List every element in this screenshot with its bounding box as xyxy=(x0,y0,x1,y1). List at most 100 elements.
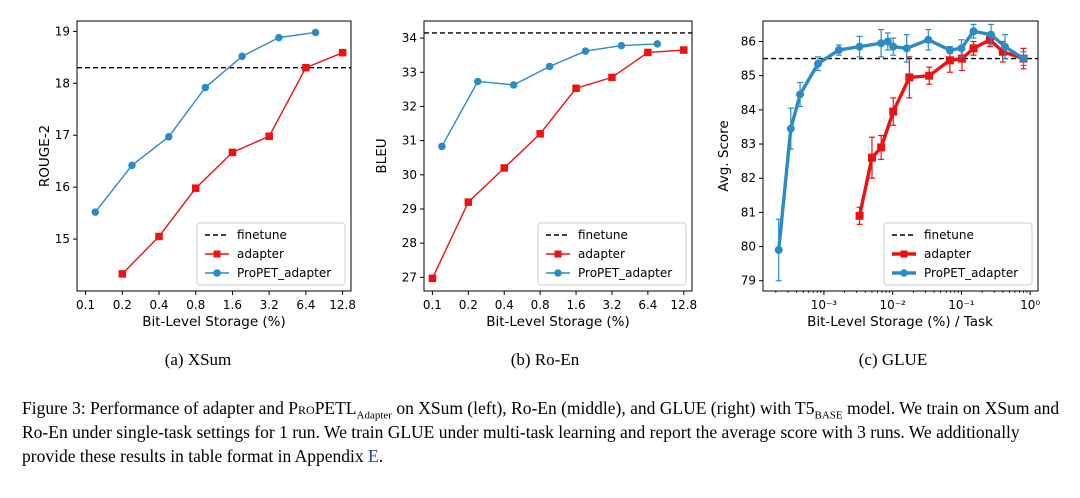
legend-box xyxy=(883,222,1033,286)
y-tick-label: 19 xyxy=(55,24,70,38)
y-tick-label: 29 xyxy=(402,202,417,216)
chart-marks: 79 80 81 82 83 84 85 86 10⁻³ 10⁻² 10⁻¹ 10⁰ finetune a… xyxy=(741,23,1040,312)
propet-point xyxy=(617,41,626,50)
propet-point xyxy=(969,27,978,36)
y-tick-label: 28 xyxy=(402,236,417,250)
propet-point xyxy=(877,39,886,48)
adapter-point xyxy=(867,153,876,162)
adapter-point xyxy=(889,107,898,116)
caption-end: . xyxy=(378,446,384,466)
propet-point xyxy=(786,124,795,133)
legend-label-finetune: finetune xyxy=(924,228,974,242)
x-tick-label: 0.4 xyxy=(495,298,514,312)
adapter-point xyxy=(428,274,437,283)
legend-label-finetune: finetune xyxy=(578,228,628,242)
legend-marker-propet xyxy=(213,269,221,277)
x-axis-label: Bit-Level Storage (%) xyxy=(486,314,630,330)
x-tick-label: 3.2 xyxy=(602,298,621,312)
plot-frame xyxy=(423,20,693,292)
propet-point xyxy=(509,81,518,89)
adapter-point xyxy=(228,148,237,157)
x-axis-label: Bit-Level Storage (%) / Task xyxy=(807,314,993,330)
propet-point xyxy=(883,37,892,46)
propet-series-line xyxy=(441,43,658,147)
adapter-point xyxy=(302,63,310,72)
y-tick-label: 17 xyxy=(55,128,70,142)
adapter-point xyxy=(118,270,127,278)
propet-point xyxy=(311,28,320,37)
chart-marks: 27 28 29 30 31 32 33 34 0.1 0.2 0.4 0.8 1.6 3.2 6.4 12.… xyxy=(402,31,697,312)
adapter-point xyxy=(338,48,347,57)
legend-marker-propet xyxy=(554,269,562,277)
adapter-point xyxy=(998,47,1007,56)
legend-label-adapter: adapter xyxy=(924,247,971,261)
caption-method-sub: Adapter xyxy=(356,409,392,422)
x-tick-label: 12.8 xyxy=(329,298,356,312)
propet-point xyxy=(774,245,783,254)
y-tick-label: 18 xyxy=(55,76,70,90)
x-tick-label: 0.8 xyxy=(531,298,550,312)
propet-point xyxy=(201,83,210,92)
propet-point xyxy=(796,90,805,99)
propet-point xyxy=(275,33,283,42)
x-tick-label: 1.6 xyxy=(223,298,242,312)
propet-point xyxy=(581,47,590,55)
adapter-point xyxy=(969,44,978,53)
caption-method: ProPETL xyxy=(288,398,357,418)
xsum-panel: 15 16 17 18 19 0.1 0.2 0.4 0.8 1.6 3.2 6.4 12.8 finet… xyxy=(37,20,356,369)
legend-marker-adapter xyxy=(213,250,221,258)
propet-point xyxy=(91,208,100,216)
propet-series-line xyxy=(94,31,316,213)
y-tick-label: 34 xyxy=(402,31,417,45)
adapter-point xyxy=(680,46,688,54)
y-tick-label: 80 xyxy=(741,240,756,254)
propet-point xyxy=(957,44,966,53)
x-tick-label: 10⁻³ xyxy=(811,298,838,312)
y-tick-label: 32 xyxy=(402,99,417,113)
adapter-point xyxy=(155,232,163,241)
y-tick-label: 16 xyxy=(55,180,70,194)
x-tick-label: 10⁻¹ xyxy=(948,298,975,312)
y-tick-label: 82 xyxy=(741,171,756,185)
y-tick-label: 85 xyxy=(741,69,756,83)
propet-point xyxy=(924,35,933,44)
caption-middle: on XSum (left), Ro-En (middle), and GLUE… xyxy=(391,398,815,418)
adapter-point xyxy=(945,56,954,65)
propet-point xyxy=(474,77,482,86)
legend-marker-adapter xyxy=(900,250,908,258)
propet-point xyxy=(889,42,898,51)
appendix-link[interactable]: E xyxy=(368,446,379,466)
plot-frame xyxy=(762,20,1039,292)
legend-label-propet: ProPET_adapter xyxy=(237,266,331,280)
y-axis-label: ROUGE-2 xyxy=(37,125,53,187)
y-tick-label: 31 xyxy=(402,134,417,148)
plot-frame xyxy=(76,20,352,292)
x-tick-label: 10⁰ xyxy=(1020,298,1040,312)
y-tick-label: 84 xyxy=(741,103,756,117)
x-tick-label: 0.2 xyxy=(113,298,132,312)
propet-point xyxy=(855,42,864,51)
x-tick-label: 12.8 xyxy=(670,298,697,312)
figure-caption: Figure 3: Performance of adapter and Pro… xyxy=(22,396,1072,468)
y-tick-label: 79 xyxy=(741,274,756,288)
propet-point xyxy=(545,62,554,71)
y-axis-label: BLEU xyxy=(374,138,390,173)
legend-marker-propet xyxy=(900,269,908,277)
legend-box xyxy=(196,222,346,286)
y-axis-label: Avg. Score xyxy=(716,120,732,191)
subcaption: (a) XSum xyxy=(165,350,232,369)
y-tick-label: 83 xyxy=(741,137,756,151)
x-tick-label: 10⁻² xyxy=(879,298,906,312)
subcaption: (b) Ro-En xyxy=(511,350,580,369)
propet-point xyxy=(987,30,996,39)
adapter-point xyxy=(265,132,273,141)
legend-marker-adapter xyxy=(554,250,562,258)
chart-marks: 15 16 17 18 19 0.1 0.2 0.4 0.8 1.6 3.2 6.4 12.8 finet… xyxy=(55,24,356,312)
propet-point xyxy=(902,44,911,53)
x-tick-label: 1.6 xyxy=(567,298,586,312)
y-tick-label: 81 xyxy=(741,205,756,219)
propet-point xyxy=(438,142,446,151)
adapter-series-line xyxy=(857,38,1025,217)
x-tick-label: 6.4 xyxy=(638,298,657,312)
